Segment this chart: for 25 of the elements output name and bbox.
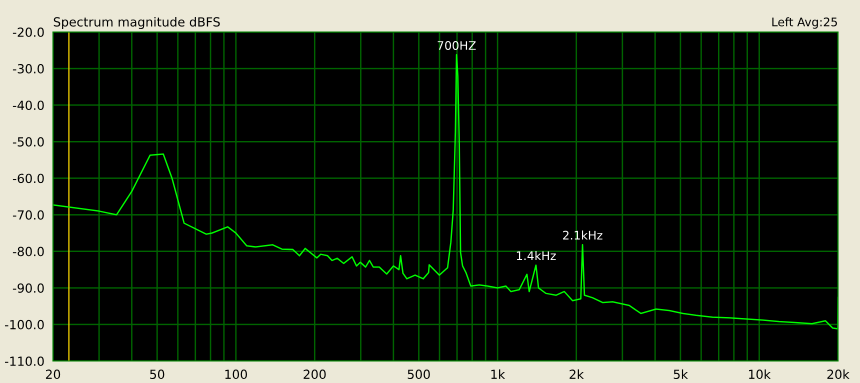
annotation: 1.4kHz [516,251,556,260]
y-tick-label: -20.0 [12,27,44,37]
x-tick-label: 5k [674,369,688,380]
x-tick-label: 200 [304,370,326,380]
x-tick-label: 1k [491,369,506,379]
x-tick-label: 10k [749,369,771,380]
x-tick-label: 2k [570,369,584,379]
chart-title: Spectrum magnitude dBFS [54,16,220,30]
y-tick-label: -40.0 [12,100,44,110]
y-tick-label: -50.0 [12,137,44,147]
annotation: 700HZ [438,41,476,50]
y-tick-label: -90.0 [12,283,44,293]
text: Left Avg:25 [772,17,837,29]
y-tick-label: -80.0 [12,246,44,256]
x-tick-label: 50 [150,370,164,380]
y-tick-label: -30.0 [12,64,44,74]
x-tick-label: 500 [408,370,430,380]
y-tick-label: -60.0 [12,174,44,184]
y-tick-label: -100.0 [4,320,44,330]
x-tick-label: 20k [827,369,850,380]
y-tick-label: -110.0 [4,356,44,366]
y-tick-label: -70.0 [12,210,44,220]
x-tick-label: 20 [46,370,60,380]
annotation: 2.1kHz [563,230,602,240]
x-tick-label: 100 [225,370,247,380]
